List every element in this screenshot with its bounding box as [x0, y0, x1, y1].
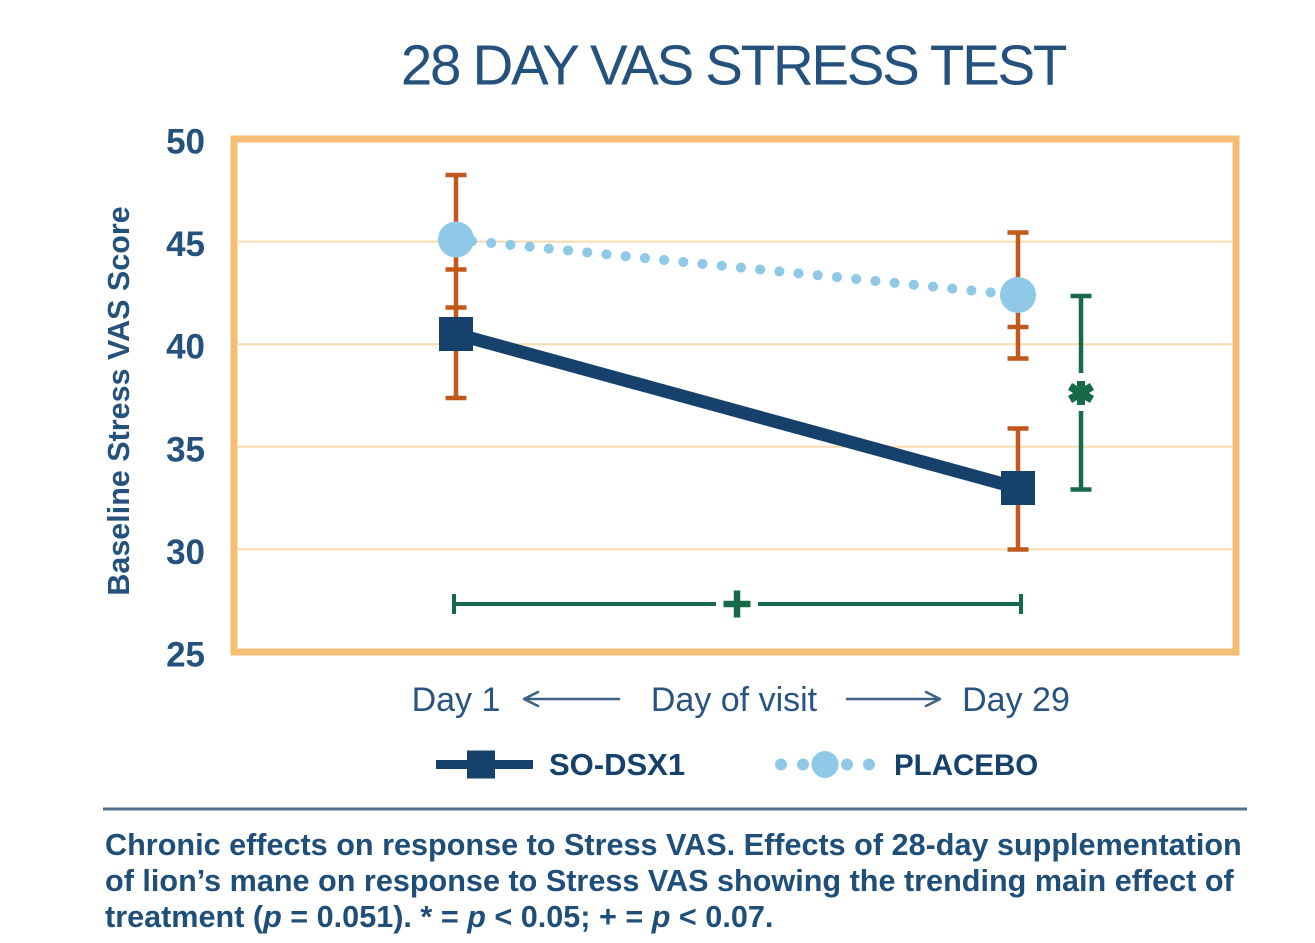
svg-text:45: 45 [166, 225, 205, 264]
svg-text:Day 1: Day 1 [412, 681, 501, 719]
svg-text:SO-DSX1: SO-DSX1 [549, 747, 685, 782]
svg-text:Day 29: Day 29 [962, 681, 1070, 719]
svg-text:Baseline Stress VAS Score: Baseline Stress VAS Score [102, 206, 136, 595]
svg-text:35: 35 [166, 430, 205, 469]
svg-text:25: 25 [166, 636, 205, 675]
svg-text:PLACEBO: PLACEBO [894, 749, 1038, 782]
svg-text:of lion’s mane on response to: of lion’s mane on response to Stress VAS… [105, 864, 1235, 898]
svg-text:30: 30 [166, 533, 205, 572]
svg-text:treatment (p = 0.051). * = p <: treatment (p = 0.051). * = p < 0.05; + =… [105, 900, 773, 934]
svg-text:Chronic effects on response to: Chronic effects on response to Stress VA… [105, 828, 1242, 862]
svg-text:50: 50 [166, 123, 205, 162]
svg-text:28 DAY VAS STRESS TEST: 28 DAY VAS STRESS TEST [401, 34, 1067, 97]
svg-text:40: 40 [166, 328, 205, 367]
svg-text:Day of visit: Day of visit [651, 681, 818, 719]
